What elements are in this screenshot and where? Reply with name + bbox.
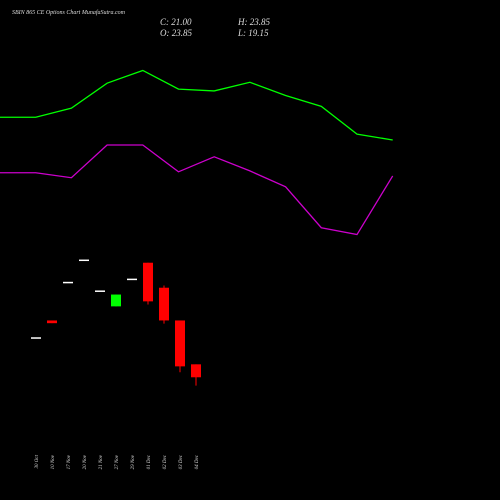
x-tick-label: 30 Oct xyxy=(35,454,40,468)
ohlc-open: O: 23.85 xyxy=(160,28,192,38)
x-tick-label: 04 Dec xyxy=(195,454,200,469)
ohlc-low: L: 19.15 xyxy=(237,28,269,38)
candle-body xyxy=(31,337,41,339)
x-tick-label: 20 Nov xyxy=(83,454,88,469)
x-tick-label: 10 Nov xyxy=(51,454,56,469)
candle-body xyxy=(79,259,89,262)
x-tick-label: 27 Nov xyxy=(115,454,120,469)
x-tick-label: 21 Nov xyxy=(99,454,104,469)
x-tick-label: 17 Nov xyxy=(67,454,72,469)
candle-body xyxy=(127,278,137,281)
x-tick-label: 29 Nov xyxy=(131,454,136,469)
candle-body xyxy=(95,290,105,292)
candle-body xyxy=(159,287,169,321)
ohlc-close: C: 21.00 xyxy=(160,17,192,27)
indicator-line xyxy=(0,144,394,236)
x-tick-label: 02 Dec xyxy=(163,454,168,469)
x-tick-label: 03 Dec xyxy=(179,454,184,469)
chart-title: SBIN 865 CE Options Chart MunafaSutra.co… xyxy=(12,9,126,16)
candle-body xyxy=(63,281,73,284)
candle-body xyxy=(111,294,121,307)
candle-body xyxy=(47,320,57,324)
candle-body xyxy=(143,262,153,302)
candle-body xyxy=(191,364,201,378)
x-tick-label: 01 Dec xyxy=(147,454,152,469)
candle-body xyxy=(175,320,185,367)
ohlc-high: H: 23.85 xyxy=(237,17,270,27)
indicator-line xyxy=(0,69,393,141)
